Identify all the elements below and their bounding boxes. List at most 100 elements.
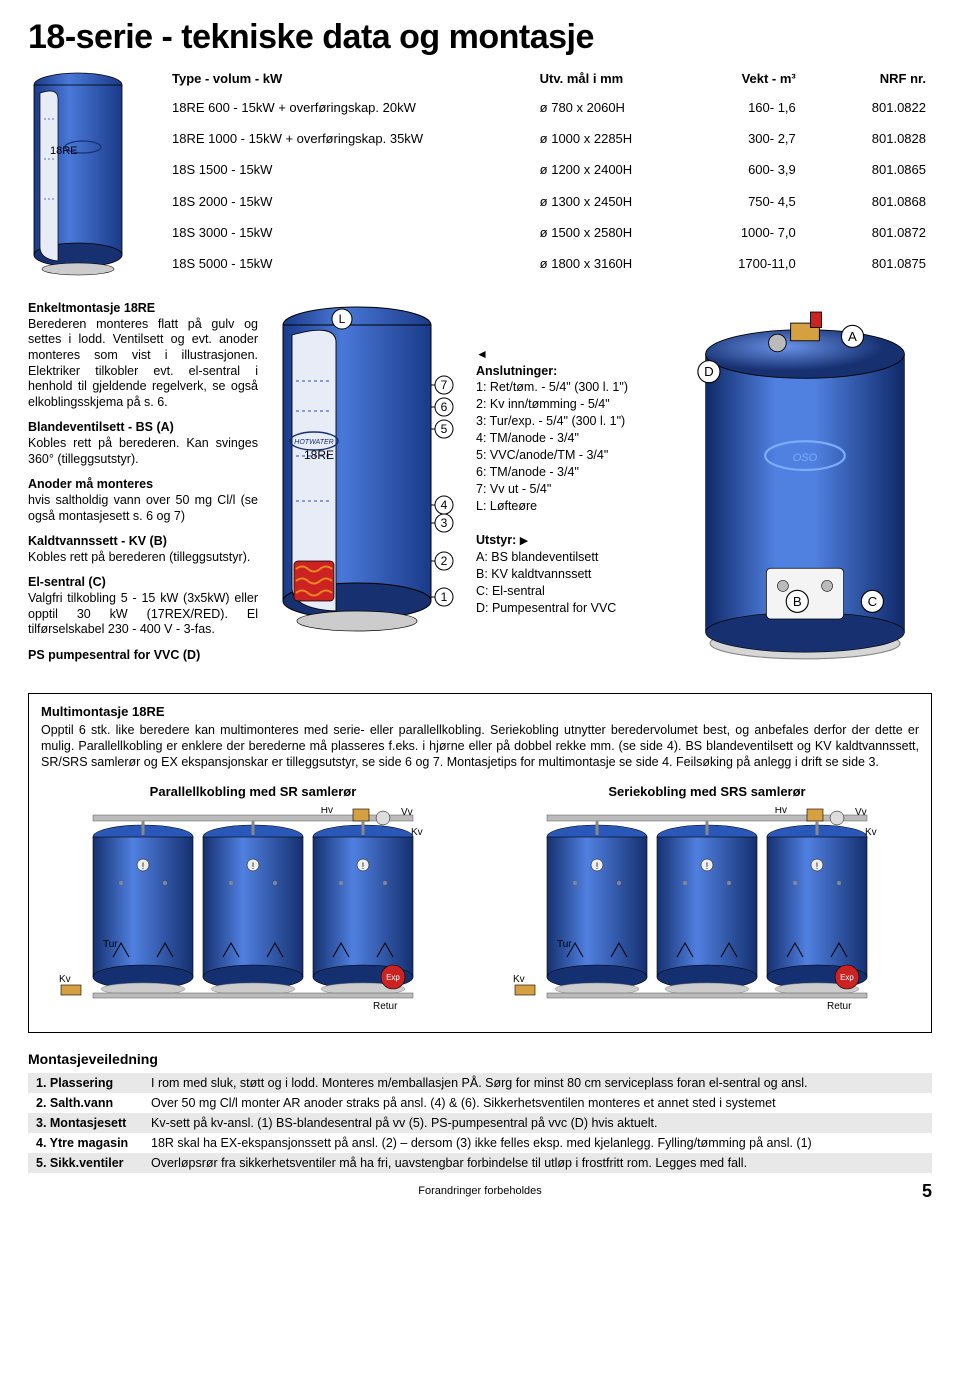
svg-text:OSO: OSO: [793, 452, 818, 464]
cutaway-num-1: 1: [441, 590, 448, 604]
cutaway-L-label: L: [339, 312, 346, 326]
spec-cell: ø 1500 x 2580H: [534, 217, 672, 248]
conn-line: 1: Ret/tøm. - 5/4" (300 l. 1"): [476, 379, 664, 396]
bs-text: Kobles rett på berederen. Kan svinges 36…: [28, 436, 258, 466]
spec-h-type: Type - volum - kW: [166, 69, 534, 92]
enkel-intro: Berederen monteres flatt på gulv og sett…: [28, 317, 258, 409]
svg-text:Hv: Hv: [775, 807, 787, 816]
mont-text: Over 50 mg Cl/l monter AR anoder straks …: [143, 1093, 932, 1113]
cutaway-num-5: 5: [441, 422, 448, 436]
mont-key: 1. Plassering: [28, 1073, 143, 1093]
conn-line: 4: TM/anode - 3/4": [476, 430, 664, 447]
diag2-svg: !!!HvVvKvKvTurExpRetur: [495, 807, 919, 1017]
enkel-heading: Enkeltmontasje 18RE: [28, 301, 155, 315]
spec-cell: 801.0872: [802, 217, 932, 248]
svg-text:!: !: [252, 861, 255, 871]
mont-key: 4. Ytre magasin: [28, 1133, 143, 1153]
tank3d-D: D: [704, 364, 714, 379]
spec-row: 18S 1500 - 15kW ø 1200 x 2400H 600- 3,9 …: [166, 154, 932, 185]
mont-row: 3. Montasjesett Kv-sett på kv-ansl. (1) …: [28, 1113, 932, 1133]
utstyr-heading: Utstyr: ▶: [476, 532, 664, 549]
conn-line: 7: Vv ut - 5/4": [476, 481, 664, 498]
conn-block: ◄ Anslutninger: 1: Ret/tøm. - 5/4" (300 …: [476, 346, 664, 515]
footer: Forandringer forbeholdes 5: [28, 1185, 932, 1197]
page-title: 18-serie - tekniske data og montasje: [28, 18, 932, 57]
svg-text:!: !: [596, 861, 599, 871]
svg-text:Retur: Retur: [373, 1001, 398, 1012]
spec-cell: ø 1000 x 2285H: [534, 123, 672, 154]
svg-text:Kv: Kv: [865, 827, 877, 838]
utstyr-line: C: El-sentral: [476, 583, 664, 600]
spec-cell: 18RE 600 - 15kW + overføringskap. 20kW: [166, 92, 534, 123]
spec-cell: 1700-11,0: [672, 248, 802, 279]
bs-heading: Blandeventilsett - BS (A): [28, 420, 174, 434]
utstyr-line: B: KV kaldtvannssett: [476, 566, 664, 583]
mont-text: I rom med sluk, støtt og i lodd. Montere…: [143, 1073, 932, 1093]
cutaway-num-6: 6: [441, 400, 448, 414]
spec-row: 18S 3000 - 15kW ø 1500 x 2580H 1000- 7,0…: [166, 217, 932, 248]
spec-cell: 801.0828: [802, 123, 932, 154]
utstyr-block: Utstyr: ▶ A: BS blandeventilsettB: KV ka…: [476, 532, 664, 616]
spec-cell: 18S 3000 - 15kW: [166, 217, 534, 248]
svg-text:Exp: Exp: [840, 973, 854, 982]
svg-text:Hv: Hv: [321, 807, 333, 816]
tank3d-A: A: [848, 329, 857, 344]
multi-box: Multimontasje 18RE Opptil 6 stk. like be…: [28, 693, 932, 1033]
spec-cell: 801.0865: [802, 154, 932, 185]
spec-cell: ø 780 x 2060H: [534, 92, 672, 123]
svg-text:!: !: [706, 861, 709, 871]
mont-key: 3. Montasjesett: [28, 1113, 143, 1133]
spec-row: 18S 5000 - 15kW ø 1800 x 3160H 1700-11,0…: [166, 248, 932, 279]
mini-cylinder-wrap: 18RE: [28, 69, 148, 279]
spec-cell: 801.0822: [802, 92, 932, 123]
footer-text: Forandringer forbeholdes: [418, 1185, 542, 1197]
kv-text: Kobles rett på berederen (tilleggsutstyr…: [28, 550, 250, 564]
mont-row: 2. Salth.vann Over 50 mg Cl/l monter AR …: [28, 1093, 932, 1113]
tank3d-col: OSO A D B C: [678, 301, 932, 679]
mont-text: Kv-sett på kv-ansl. (1) BS-blandesentral…: [143, 1113, 932, 1133]
conn-line: 6: TM/anode - 3/4": [476, 464, 664, 481]
svg-text:Retur: Retur: [827, 1001, 852, 1012]
diag1-svg: !!!HvVvKvKvTurExpRetur: [41, 807, 465, 1017]
spec-cell: 801.0868: [802, 185, 932, 216]
multi-heading: Multimontasje 18RE: [41, 704, 919, 719]
conn-line: 3: Tur/exp. - 5/4" (300 l. 1"): [476, 413, 664, 430]
mont-row: 1. Plassering I rom med sluk, støtt og i…: [28, 1073, 932, 1093]
enkel-col: Enkeltmontasje 18RE Berederen monteres fl…: [28, 301, 258, 679]
mont-row: 5. Sikk.ventiler Overløpsrør fra sikkerh…: [28, 1153, 932, 1173]
cutaway-num-4: 4: [441, 498, 448, 512]
conn-line: L: Løfteøre: [476, 498, 664, 515]
el-text: Valgfri tilkobling 5 - 15 kW (3x5kW) ell…: [28, 591, 258, 636]
tank3d-svg: OSO A D B C: [678, 301, 932, 676]
conn-heading: Anslutninger:: [476, 363, 664, 380]
spec-cell: 300- 2,7: [672, 123, 802, 154]
ps-heading: PS pumpesentral for VVC (D): [28, 648, 200, 662]
spec-cell: 18S 2000 - 15kW: [166, 185, 534, 216]
el-heading: El-sentral (C): [28, 575, 106, 589]
svg-text:Kv: Kv: [59, 974, 71, 985]
mont-key: 2. Salth.vann: [28, 1093, 143, 1113]
spec-cell: 750- 4,5: [672, 185, 802, 216]
svg-text:Exp: Exp: [386, 973, 400, 982]
spec-cell: ø 1200 x 2400H: [534, 154, 672, 185]
spec-h-dim: Utv. mål i mm: [534, 69, 672, 92]
conn-line: 5: VVC/anode/TM - 3/4": [476, 447, 664, 464]
diag1-title: Parallellkobling med SR samlerør: [41, 784, 465, 799]
mont-text: Overløpsrør fra sikkerhetsventiler må ha…: [143, 1153, 932, 1173]
tank3d-C: C: [868, 594, 878, 609]
svg-text:!: !: [142, 861, 145, 871]
spec-cell: 18S 1500 - 15kW: [166, 154, 534, 185]
multi-para: Opptil 6 stk. like beredere kan multimon…: [41, 723, 919, 770]
svg-text:HOTWATER: HOTWATER: [294, 439, 333, 446]
diag2-title: Seriekobling med SRS samlerør: [495, 784, 919, 799]
spec-cell: 801.0875: [802, 248, 932, 279]
spec-cell: ø 1800 x 3160H: [534, 248, 672, 279]
utstyr-line: D: Pumpesentral for VVC: [476, 600, 664, 617]
svg-text:Kv: Kv: [513, 974, 525, 985]
spec-cell: 1000- 7,0: [672, 217, 802, 248]
spec-row: 18S 2000 - 15kW ø 1300 x 2450H 750- 4,5 …: [166, 185, 932, 216]
spec-h-nrf: NRF nr.: [802, 69, 932, 92]
cutaway-col: HOTWATER 18RE L 1234567: [272, 301, 462, 679]
multi-diagrams: Parallellkobling med SR samlerør !!!HvVv…: [41, 784, 919, 1020]
mont-section: Montasjeveiledning 1. Plassering I rom m…: [28, 1051, 932, 1173]
